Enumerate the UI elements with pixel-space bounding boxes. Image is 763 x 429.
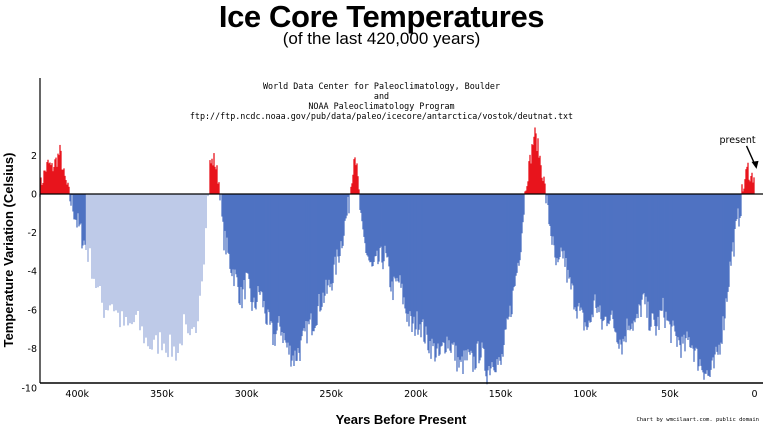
x-tick-label: 350k: [150, 389, 174, 400]
y-tick-label: -6: [28, 305, 37, 316]
chart-credit: Chart by wmcilaart.com. public domain: [636, 417, 759, 423]
axis-labels: 2 0 -2 -4 -6 -8 -10 400k 350k 300k 250k 200k 150k 100…: [1, 135, 759, 427]
chart-subtitle: (of the last 420,000 years): [282, 29, 481, 48]
y-tick-label: -10: [21, 384, 37, 395]
x-tick-label: 50k: [661, 389, 679, 400]
present-annotation: present: [720, 135, 756, 146]
y-tick-label: -2: [28, 228, 37, 239]
source-line-2: and: [373, 91, 390, 101]
x-tick-label: 200k: [404, 389, 428, 400]
y-axis-title: Temperature Variation (Celsius): [1, 153, 16, 348]
source-line-1: World Data Center for Paleoclimatology, …: [263, 81, 500, 91]
y-tick-label: -8: [28, 344, 37, 355]
x-tick-label: 250k: [319, 389, 343, 400]
x-tick-label: 300k: [235, 389, 259, 400]
y-tick-label: -4: [28, 267, 37, 278]
x-tick-label: 150k: [489, 389, 513, 400]
y-tick-label: 0: [31, 190, 37, 201]
source-line-3: NOAA Paleoclimatology Program: [308, 101, 455, 111]
x-axis-title: Years Before Present: [336, 412, 467, 427]
source-line-4: ftp://ftp.ncdc.noaa.gov/pub/data/paleo/i…: [189, 111, 574, 121]
y-tick-label: 2: [31, 151, 37, 162]
x-tick-label: 400k: [65, 389, 89, 400]
area-series: [39, 127, 755, 385]
axes: [39, 78, 763, 384]
present-arrow-head: [751, 160, 759, 169]
x-tick-label: 0: [752, 389, 758, 400]
x-tick-label: 100k: [573, 389, 597, 400]
chart-title: Ice Core Temperatures: [218, 0, 545, 34]
